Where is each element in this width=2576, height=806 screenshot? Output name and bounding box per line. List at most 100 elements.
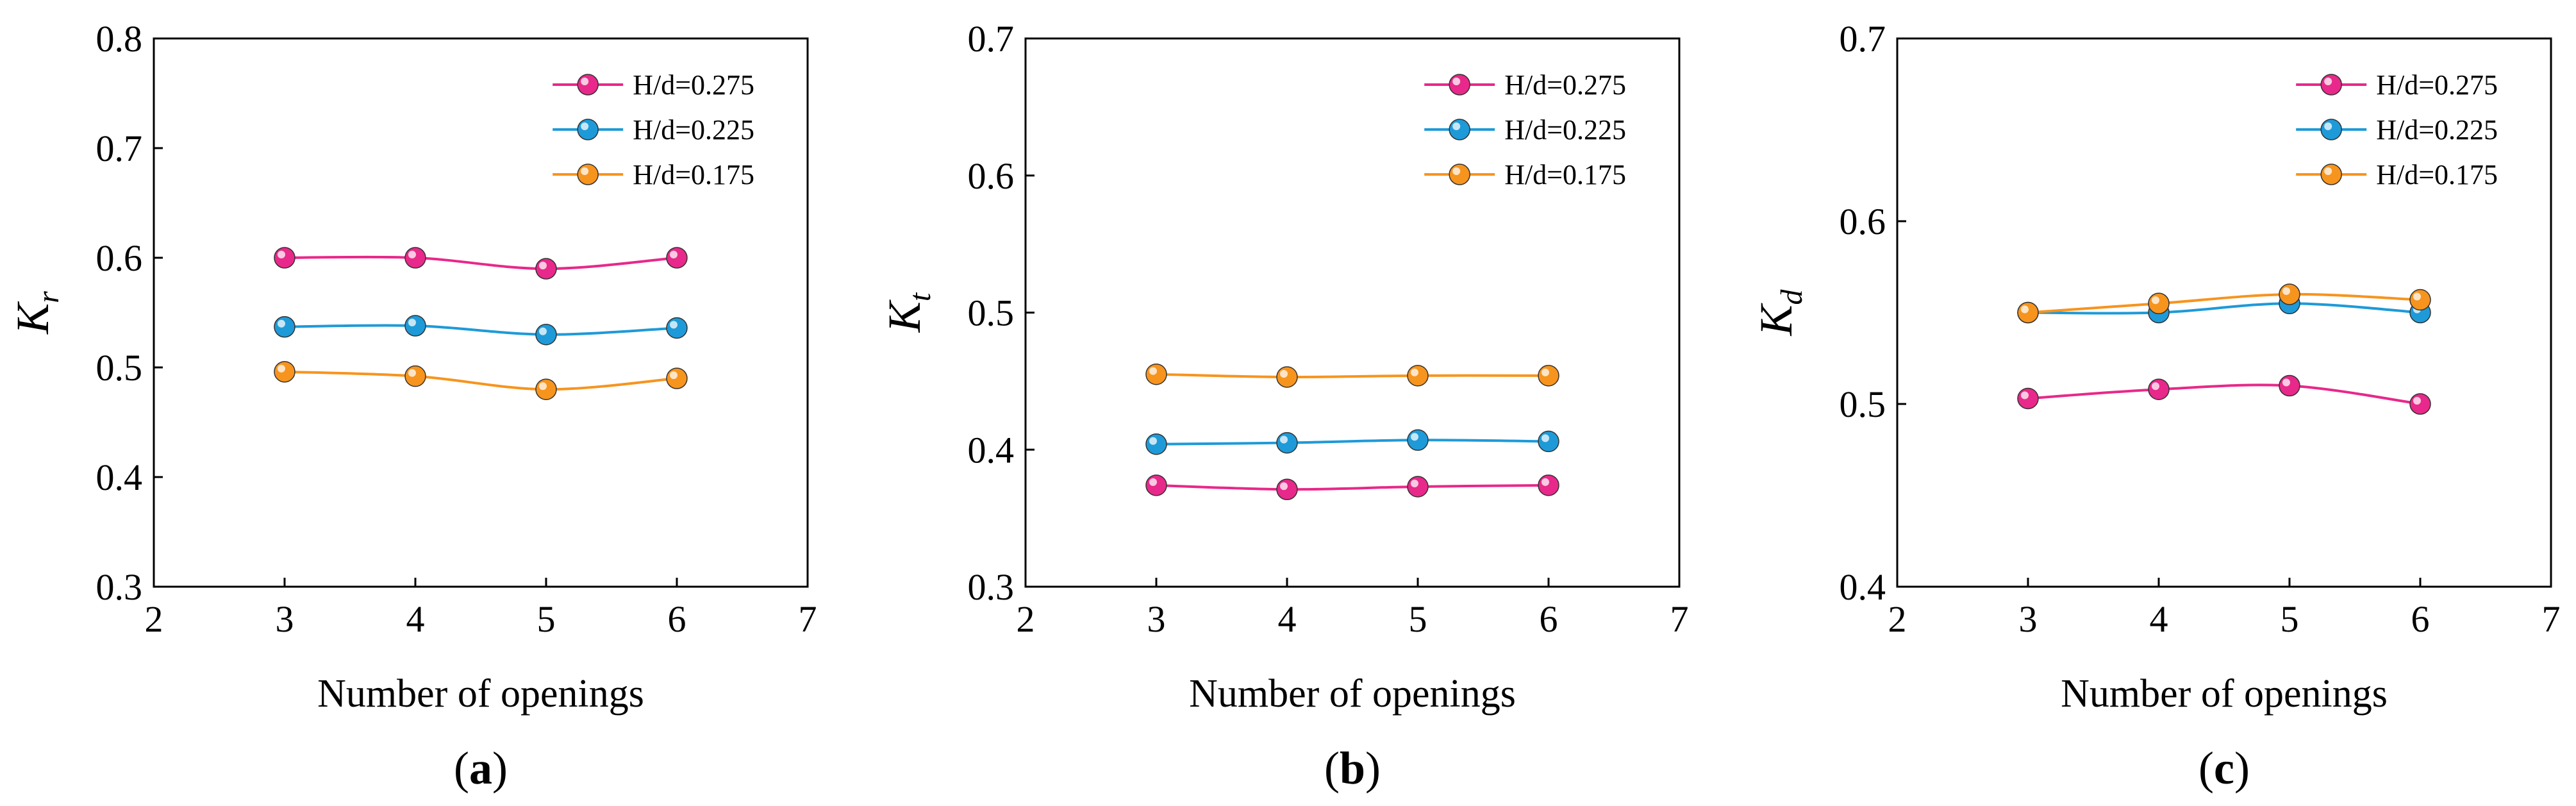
data-point [535,378,557,400]
legend-marker-highlight [1452,78,1461,85]
x-tick-label: 7 [799,598,817,640]
x-tick-label: 5 [2281,598,2299,640]
data-point [1276,432,1298,454]
series-line-2 [1156,373,1549,379]
y-tick-label: 0.4 [968,429,1015,471]
data-point-highlight [1280,482,1288,491]
y-axis-label-main: K [1750,303,1802,337]
data-point [404,247,426,269]
data-point [535,258,557,280]
data-point-highlight [2152,382,2159,390]
chart-panel-c: 2 3 4 5 6 7 0.4 0.5 0.6 0.7 Number of openings Kd (c… [1750,18,2561,794]
legend-marker [577,164,599,185]
x-tick-label: 6 [668,598,686,640]
x-tick-label: 7 [1670,598,1689,640]
x-tick-label: 2 [1888,598,1907,640]
data-point-highlight [539,262,547,270]
legend-label: H/d=0.175 [1504,159,1626,190]
x-tick-label: 2 [1017,598,1035,640]
data-point-highlight [670,251,677,258]
y-tick-label: 0.5 [968,292,1015,334]
y-axis-label-subscript: r [31,291,65,303]
data-point-highlight [278,319,285,328]
y-axis-label: Kt [879,292,937,333]
data-point [1145,363,1167,385]
plot-frame [153,37,809,588]
data-point [1407,429,1429,451]
legend-label: H/d=0.275 [1504,69,1626,101]
data-point-highlight [1149,367,1157,375]
data-point-highlight [1280,435,1288,444]
data-point [666,367,688,389]
y-tick-label: 0.7 [968,18,1015,60]
data-point-highlight [2282,287,2290,295]
data-point-highlight [278,364,285,373]
panel-label: (b) [1324,743,1381,794]
data-point-highlight [1541,478,1549,486]
legend-label: H/d=0.225 [2376,114,2498,146]
data-point-highlight [670,371,677,380]
data-point [274,315,295,338]
panel-label-open-paren: ( [1324,743,1340,794]
data-point-highlight [670,321,677,329]
x-tick-label: 6 [1540,598,1558,640]
series-line-1 [2027,302,2421,315]
series-line-0 [1156,483,1549,491]
panel-label: (c) [2198,743,2250,794]
series-line-2 [284,370,677,391]
panel-label-close-paren: ) [492,743,508,794]
data-point-highlight [1149,478,1157,486]
x-tick-label: 6 [2411,598,2430,640]
data-point [2409,289,2431,311]
data-point [2279,283,2300,305]
data-point-highlight [539,327,547,335]
panel-label-letter: b [1340,743,1365,794]
data-point-highlight [1280,369,1288,378]
y-tick-label: 0.4 [1840,566,1886,608]
legend-marker-highlight [581,122,589,130]
y-tick-label: 0.4 [96,457,143,498]
panel-label-open-paren: ( [454,743,469,794]
data-point [1407,365,1429,387]
legend-marker-highlight [2324,122,2332,130]
legend-marker [577,74,599,96]
x-tick-label: 5 [537,598,556,640]
x-tick-label: 3 [1147,598,1166,640]
series-line-1 [284,324,677,336]
legend-marker-highlight [2324,78,2332,85]
data-point [2017,301,2039,324]
data-point-highlight [278,251,285,258]
series-line-2 [2027,292,2421,314]
data-point [535,323,557,346]
data-point-highlight [2152,296,2159,305]
data-point [2279,374,2300,397]
x-tick-label: 7 [2542,598,2561,640]
y-axis-label-subscript: t [903,292,937,301]
panel-label: (a) [454,743,508,794]
y-tick-label: 0.7 [96,128,143,169]
x-tick-label: 4 [1278,598,1297,640]
data-point-highlight [1149,437,1157,445]
legend-marker [1449,164,1470,185]
y-axis-label-main: K [7,301,58,335]
legend-label: H/d=0.175 [2376,159,2498,190]
data-point-highlight [2021,305,2029,314]
panel-label-close-paren: ) [1365,743,1381,794]
y-tick-label: 0.3 [968,566,1015,608]
x-tick-label: 2 [145,598,163,640]
data-point [666,247,688,269]
legend-marker-highlight [2324,167,2332,175]
y-tick-label: 0.8 [96,18,143,60]
data-point [1538,365,1559,387]
x-axis-label: Number of openings [317,672,644,716]
y-tick-label: 0.6 [96,237,143,279]
data-point [1538,430,1559,453]
legend-label: H/d=0.275 [633,69,754,101]
x-tick-label: 4 [2150,598,2168,640]
y-axis-label-main: K [879,299,930,333]
data-point-highlight [408,319,416,327]
data-point [1407,476,1429,498]
legend-marker-highlight [1452,167,1461,175]
y-tick-label: 0.6 [968,155,1015,197]
plot-frame [1896,37,2552,588]
